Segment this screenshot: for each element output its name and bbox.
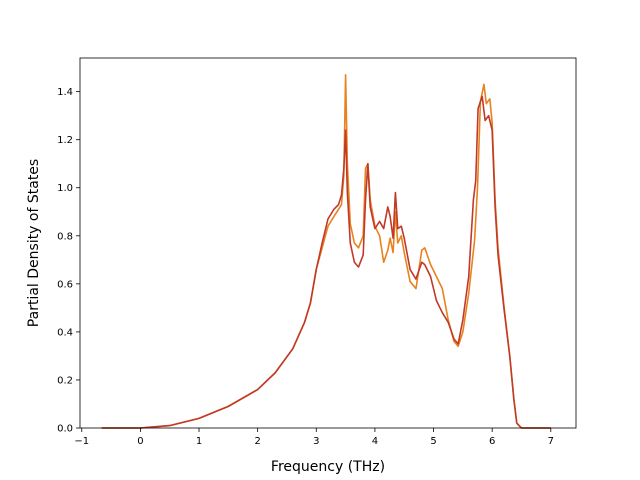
x-tick-label: 1: [196, 436, 202, 447]
x-axis-label: Frequency (THz): [271, 459, 385, 475]
x-axis: −1 0 1 2 3 4 5 6 7: [74, 428, 554, 447]
y-tick-label: 1.2: [57, 135, 73, 146]
x-tick-label: 7: [548, 436, 554, 447]
y-axis-label: Partial Density of States: [26, 159, 42, 327]
y-tick-label: 0.8: [57, 231, 73, 242]
x-tick-label: −1: [74, 436, 89, 447]
x-tick-label: 6: [489, 436, 495, 447]
y-tick-label: 0.0: [57, 424, 73, 435]
axes-frame: [79, 57, 577, 429]
x-tick-label: 3: [313, 436, 319, 447]
series-layer: [101, 74, 551, 429]
x-tick-label: 4: [372, 436, 378, 447]
y-axis: 0.0 0.2 0.4 0.6 0.8 1.0 1.2 1.4: [57, 87, 80, 435]
x-tick-label: 0: [137, 436, 143, 447]
series-line-2: [101, 95, 551, 429]
y-tick-label: 1.0: [57, 183, 73, 194]
y-tick-label: 1.4: [57, 87, 73, 98]
x-tick-label: 5: [430, 436, 436, 447]
y-tick-label: 0.2: [57, 375, 73, 386]
y-tick-label: 0.6: [57, 279, 73, 290]
y-tick-label: 0.4: [57, 327, 73, 338]
x-tick-label: 2: [254, 436, 260, 447]
